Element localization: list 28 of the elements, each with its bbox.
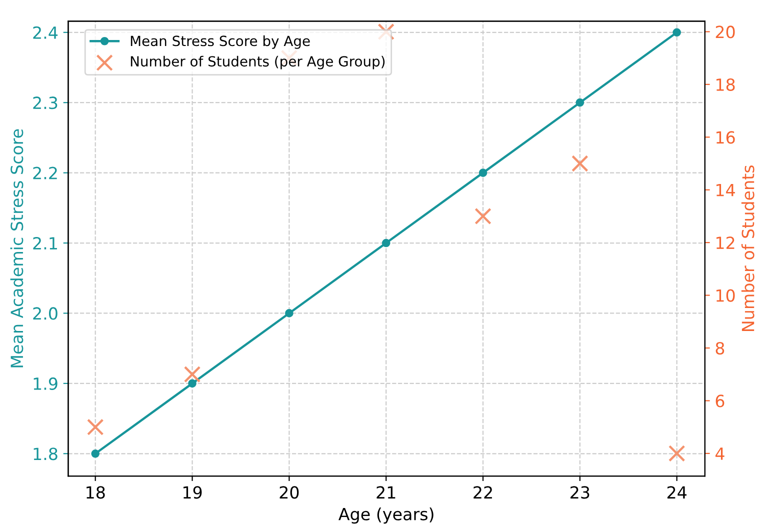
y-tick-label: 1.9 (34, 377, 58, 390)
x-tick-label: 24 (667, 486, 687, 498)
x-tick-label: 18 (86, 486, 105, 499)
y-tick-label: 1.8 (34, 448, 58, 460)
y2-tick-label: 10 (716, 289, 735, 302)
y2-tick-label: 18 (716, 78, 735, 91)
y-tick-label: 2.3 (33, 96, 58, 110)
y-tick-label: 2.2 (33, 166, 57, 180)
y2-tick-label: 14 (716, 184, 735, 196)
x-tick-label: 22 (474, 486, 492, 498)
y2-tick-label: 8 (716, 342, 724, 355)
y-axis-title: Mean Academic Stress Score (10, 129, 24, 368)
y2-tick-label: 20 (716, 26, 735, 38)
y2-tick-label: 4 (715, 448, 724, 460)
y2-tick-label: 12 (716, 236, 734, 249)
y-tick-label: 2.1 (33, 236, 57, 250)
y-tick-label: 2.4 (33, 26, 58, 39)
x-axis-title: Age (years) (338, 508, 434, 524)
y2-tick-label: 16 (716, 131, 735, 144)
x-tick-label: 23 (570, 486, 590, 499)
x-tick-label: 19 (183, 486, 202, 499)
y2-tick-label: 6 (716, 394, 724, 408)
y2-axis-title: Number of Students (741, 165, 754, 331)
legend-label: Number of Students (per Age Group) (130, 56, 385, 70)
x-tick-label: 20 (280, 486, 299, 499)
x-tick-label: 21 (376, 486, 396, 498)
legend-label: Mean Stress Score by Age (130, 35, 310, 49)
y-tick-label: 2.0 (33, 307, 58, 320)
